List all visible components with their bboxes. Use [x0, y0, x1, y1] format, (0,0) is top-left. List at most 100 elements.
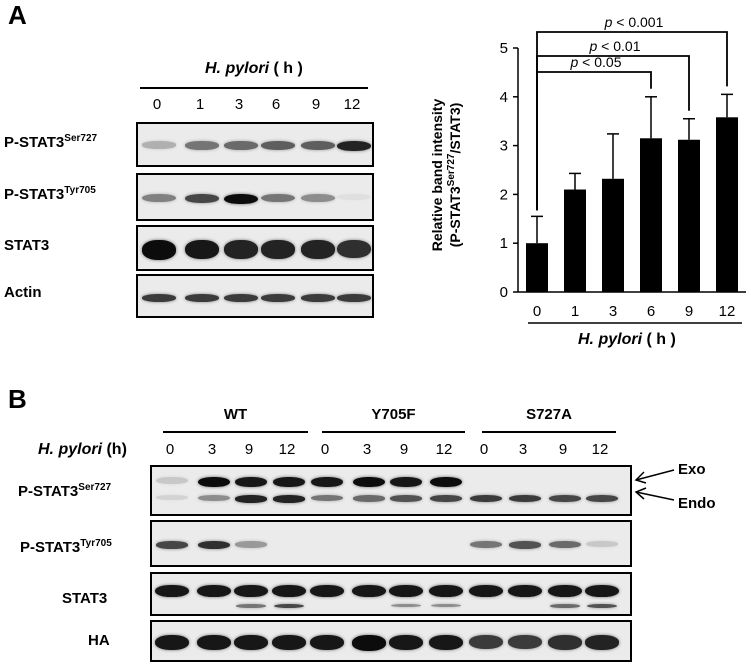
b-band-ha — [197, 635, 231, 651]
b-band-exo — [390, 476, 422, 488]
a-blot-2 — [136, 225, 374, 271]
y-tick-label: 5 — [500, 40, 508, 57]
b-band-ha — [352, 635, 386, 651]
a-row-label-main: P-STAT3 — [4, 134, 65, 151]
a-row-label-2: STAT3 — [4, 237, 49, 254]
b-blot-1 — [150, 520, 632, 567]
panel-b-label: B — [8, 384, 27, 414]
b-band-stat3 — [272, 584, 306, 597]
b-row-label-main: HA — [88, 632, 110, 649]
p-symbol: p — [604, 14, 613, 30]
b-row-label-1: P-STAT3Tyr705 — [20, 538, 112, 556]
b-band-endo — [235, 495, 267, 503]
a-timepoint-label: 3 — [234, 96, 244, 113]
x-tick-label: 1 — [571, 303, 579, 320]
b-band-endo — [430, 495, 462, 503]
a-band — [337, 141, 371, 152]
treatment-underline — [140, 87, 368, 89]
y-tick-label: 2 — [500, 186, 508, 203]
b-band-stat3 — [548, 584, 582, 597]
treatment-name: H. pylori — [205, 60, 270, 77]
exo-arrow-head — [634, 471, 647, 484]
b-band-ha — [389, 635, 423, 651]
b-band-ha — [272, 635, 306, 651]
endo-arrow-head — [634, 487, 647, 500]
group-underline — [163, 431, 308, 433]
chart-ylabel-line1: Relative band intensity — [429, 99, 445, 252]
b-band-endo — [509, 495, 541, 503]
a-band — [185, 240, 219, 260]
panel-b-treatment-unit: (h) — [106, 441, 127, 458]
a-band — [337, 240, 371, 259]
a-band — [261, 293, 295, 302]
a-band — [142, 193, 176, 203]
b-band-endo — [353, 495, 385, 502]
exo-arrow-line — [635, 469, 675, 481]
p-threshold: < 0.01 — [597, 38, 640, 54]
a-row-label-sup: Tyr705 — [64, 185, 96, 196]
b-band-tyr705 — [586, 541, 618, 547]
b-band-stat3-lower — [550, 603, 580, 608]
a-band — [185, 141, 219, 150]
chart-xlabel-name: H. pylori — [578, 331, 643, 348]
b-blot-3 — [150, 620, 632, 662]
a-timepoint-label: 1 — [195, 96, 205, 113]
chart-ylabel-line2: (P-STAT3Ser727/STAT3) — [446, 103, 463, 248]
a-band — [301, 141, 335, 151]
b-band-ha — [155, 635, 189, 651]
x-tick-label: 0 — [533, 303, 541, 320]
bar-6 — [640, 138, 662, 292]
y-tick-label: 0 — [500, 284, 508, 301]
panel-b-treatment-name: H. pylori — [38, 441, 103, 458]
panel-a-treatment-label: H. pylori ( h ) — [205, 60, 303, 78]
ylabel-sup: Ser727 — [446, 153, 457, 186]
group-label-0: WT — [223, 406, 248, 423]
b-row-label-sup: Tyr705 — [80, 538, 112, 549]
x-tick-label: 9 — [685, 303, 693, 320]
a-band — [261, 193, 295, 203]
bar-9 — [678, 139, 700, 292]
y-tick-label: 3 — [500, 138, 508, 155]
band-arrows: Exo Endo — [634, 462, 716, 512]
a-band — [224, 193, 258, 205]
p-threshold: < 0.05 — [578, 54, 621, 70]
b-band-stat3 — [469, 584, 503, 597]
b-band-exo — [198, 476, 230, 488]
group-label-2: S727A — [526, 406, 572, 423]
p-symbol: p — [589, 38, 598, 54]
ylabel-post: /STAT3) — [447, 103, 463, 154]
b-band-exo — [353, 476, 385, 488]
bar-3 — [602, 178, 624, 292]
b-band-endo — [586, 495, 618, 503]
b-band-tyr705 — [235, 541, 267, 548]
a-band — [337, 293, 371, 302]
b-blot-2 — [150, 572, 632, 616]
a-timepoint-label: 12 — [343, 96, 361, 113]
b-band-ha — [234, 635, 268, 651]
b-band-stat3 — [352, 584, 386, 597]
b-band-tyr705 — [198, 541, 230, 550]
a-row-label-3: Actin — [4, 284, 42, 301]
bar-0 — [526, 243, 548, 292]
b-band-ha — [469, 635, 503, 650]
b-band-tyr705 — [156, 541, 188, 549]
b-band-endo — [470, 495, 502, 503]
a-band — [224, 240, 258, 259]
b-band-stat3 — [197, 584, 231, 597]
b-band-tyr705 — [509, 541, 541, 549]
bar-12 — [716, 117, 738, 293]
endo-label: Endo — [678, 495, 716, 512]
significance-bracket — [536, 71, 652, 211]
b-band-tyr705 — [470, 541, 502, 549]
b-timepoint-label: 3 — [207, 441, 217, 458]
b-band-stat3 — [155, 584, 189, 597]
b-band-stat3 — [585, 584, 619, 597]
a-row-label-1: P-STAT3Tyr705 — [4, 185, 96, 203]
b-band-stat3 — [389, 584, 423, 597]
b-band-stat3 — [508, 584, 542, 597]
group-underline — [482, 431, 616, 433]
a-band — [337, 193, 371, 201]
a-band — [185, 193, 219, 204]
a-timepoint-label: 6 — [271, 96, 281, 113]
